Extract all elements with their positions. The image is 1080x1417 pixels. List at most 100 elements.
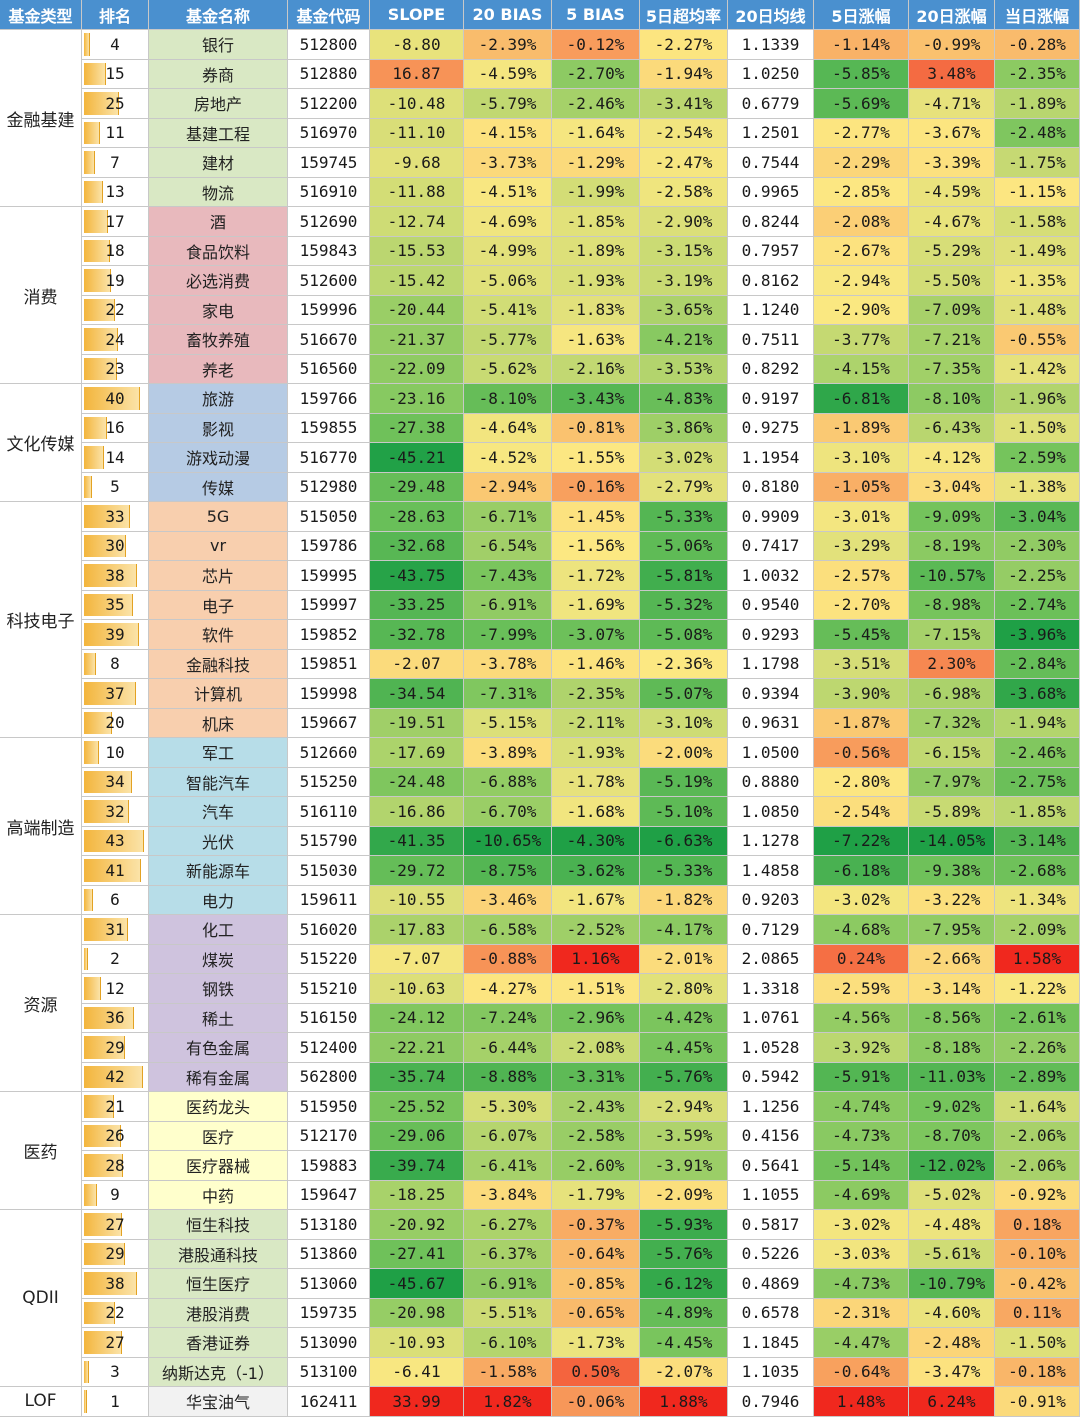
- fund-name[interactable]: 汽车: [149, 797, 288, 827]
- fund-name[interactable]: 中药: [149, 1180, 288, 1210]
- fund-name[interactable]: 畜牧养殖: [149, 325, 288, 355]
- fund-name[interactable]: 恒生科技: [149, 1210, 288, 1240]
- rank-cell: 25: [82, 89, 149, 119]
- chg20-cell: -4.59%: [909, 177, 995, 207]
- chg5-cell: -1.89%: [814, 413, 909, 443]
- fund-name[interactable]: 电力: [149, 885, 288, 915]
- chg20-cell: 3.48%: [909, 59, 995, 89]
- chg1-cell: -2.06%: [995, 1151, 1080, 1181]
- header-fund-name[interactable]: 基金名称: [149, 0, 288, 30]
- fund-name[interactable]: 基建工程: [149, 118, 288, 148]
- slope-cell: -29.06: [370, 1121, 464, 1151]
- fund-name[interactable]: 房地产: [149, 89, 288, 119]
- fund-name[interactable]: 光伏: [149, 826, 288, 856]
- fund-name[interactable]: 军工: [149, 738, 288, 768]
- fund-name[interactable]: 恒生医疗: [149, 1269, 288, 1299]
- header-chg1[interactable]: 当日涨幅: [995, 0, 1080, 30]
- header-rank[interactable]: 排名: [82, 0, 149, 30]
- slope-cell: -23.16: [370, 384, 464, 414]
- fund-name[interactable]: 智能汽车: [149, 767, 288, 797]
- fund-name[interactable]: 新能源车: [149, 856, 288, 886]
- fund-name[interactable]: 芯片: [149, 561, 288, 591]
- fund-name[interactable]: 5G: [149, 502, 288, 532]
- fund-name[interactable]: 酒: [149, 207, 288, 237]
- fund-name[interactable]: 软件: [149, 620, 288, 650]
- chg20-cell: -9.02%: [909, 1092, 995, 1122]
- chg5-cell: -2.94%: [814, 266, 909, 296]
- fund-code: 515220: [288, 944, 370, 974]
- rank-bar: [84, 711, 113, 734]
- fund-name[interactable]: 有色金属: [149, 1033, 288, 1063]
- slope-cell: -10.48: [370, 89, 464, 119]
- bias20-cell: -5.06%: [464, 266, 552, 296]
- header-bias20[interactable]: 20 BIAS: [464, 0, 552, 30]
- header-chg20[interactable]: 20日涨幅: [909, 0, 995, 30]
- bias20-cell: -8.88%: [464, 1062, 552, 1092]
- ma20-cell: 0.9293: [728, 620, 814, 650]
- rank-cell: 5: [82, 472, 149, 502]
- header-ma20[interactable]: 20日均线: [728, 0, 814, 30]
- fund-name[interactable]: 银行: [149, 30, 288, 60]
- fund-code: 512660: [288, 738, 370, 768]
- fund-name[interactable]: 钢铁: [149, 974, 288, 1004]
- fund-name[interactable]: 建材: [149, 148, 288, 178]
- chg1-cell: -3.04%: [995, 502, 1080, 532]
- fund-name[interactable]: 家电: [149, 295, 288, 325]
- rank-value: 2: [110, 949, 120, 969]
- slope-cell: -8.80: [370, 30, 464, 60]
- fund-name[interactable]: 机床: [149, 708, 288, 738]
- fund-name[interactable]: 纳斯达克（-1）: [149, 1357, 288, 1387]
- header-fund-code[interactable]: 基金代码: [288, 0, 370, 30]
- bias20-cell: -7.99%: [464, 620, 552, 650]
- fund-name[interactable]: 稀土: [149, 1003, 288, 1033]
- rank-cell: 26: [82, 1121, 149, 1151]
- fund-name[interactable]: 食品饮料: [149, 236, 288, 266]
- chg5-cell: 1.48%: [814, 1387, 909, 1417]
- rank-value: 36: [105, 1008, 125, 1028]
- group-label: 高端制造: [0, 738, 82, 915]
- rank-value: 17: [105, 211, 125, 231]
- header-bias5[interactable]: 5 BIAS: [552, 0, 640, 30]
- fund-name[interactable]: 游戏动漫: [149, 443, 288, 473]
- fund-name[interactable]: 化工: [149, 915, 288, 945]
- fund-name[interactable]: 物流: [149, 177, 288, 207]
- fund-name[interactable]: 医疗器械: [149, 1151, 288, 1181]
- fund-name[interactable]: 华宝油气: [149, 1387, 288, 1417]
- fund-code: 513860: [288, 1239, 370, 1269]
- fund-name[interactable]: 养老: [149, 354, 288, 384]
- fund-name[interactable]: 稀有金属: [149, 1062, 288, 1092]
- fund-name[interactable]: 券商: [149, 59, 288, 89]
- chg1-cell: -0.10%: [995, 1239, 1080, 1269]
- header-chg5[interactable]: 5日涨幅: [814, 0, 909, 30]
- bias5-cell: -1.72%: [552, 561, 640, 591]
- group-label: 消费: [0, 207, 82, 384]
- slope-cell: -20.92: [370, 1210, 464, 1240]
- ma20-cell: 0.7957: [728, 236, 814, 266]
- exceed5-cell: -3.10%: [640, 708, 728, 738]
- fund-name[interactable]: 旅游: [149, 384, 288, 414]
- rank-bar: [84, 741, 99, 764]
- fund-name[interactable]: 计算机: [149, 679, 288, 709]
- exceed5-cell: -5.33%: [640, 502, 728, 532]
- fund-name[interactable]: 金融科技: [149, 649, 288, 679]
- fund-code: 516670: [288, 325, 370, 355]
- fund-name[interactable]: 香港证券: [149, 1328, 288, 1358]
- fund-name[interactable]: vr: [149, 531, 288, 561]
- header-exceed5[interactable]: 5日超均率: [640, 0, 728, 30]
- chg20-cell: -6.98%: [909, 679, 995, 709]
- chg20-cell: -4.67%: [909, 207, 995, 237]
- fund-name[interactable]: 必选消费: [149, 266, 288, 296]
- rank-value: 42: [105, 1067, 125, 1087]
- fund-name[interactable]: 煤炭: [149, 944, 288, 974]
- fund-name[interactable]: 港股通科技: [149, 1239, 288, 1269]
- header-slope[interactable]: SLOPE: [370, 0, 464, 30]
- group-label: 金融基建: [0, 30, 82, 207]
- fund-name[interactable]: 港股消费: [149, 1298, 288, 1328]
- header-fund-type[interactable]: 基金类型: [0, 0, 82, 30]
- fund-name[interactable]: 医药龙头: [149, 1092, 288, 1122]
- chg20-cell: -7.32%: [909, 708, 995, 738]
- fund-name[interactable]: 传媒: [149, 472, 288, 502]
- fund-name[interactable]: 电子: [149, 590, 288, 620]
- fund-name[interactable]: 影视: [149, 413, 288, 443]
- fund-name[interactable]: 医疗: [149, 1121, 288, 1151]
